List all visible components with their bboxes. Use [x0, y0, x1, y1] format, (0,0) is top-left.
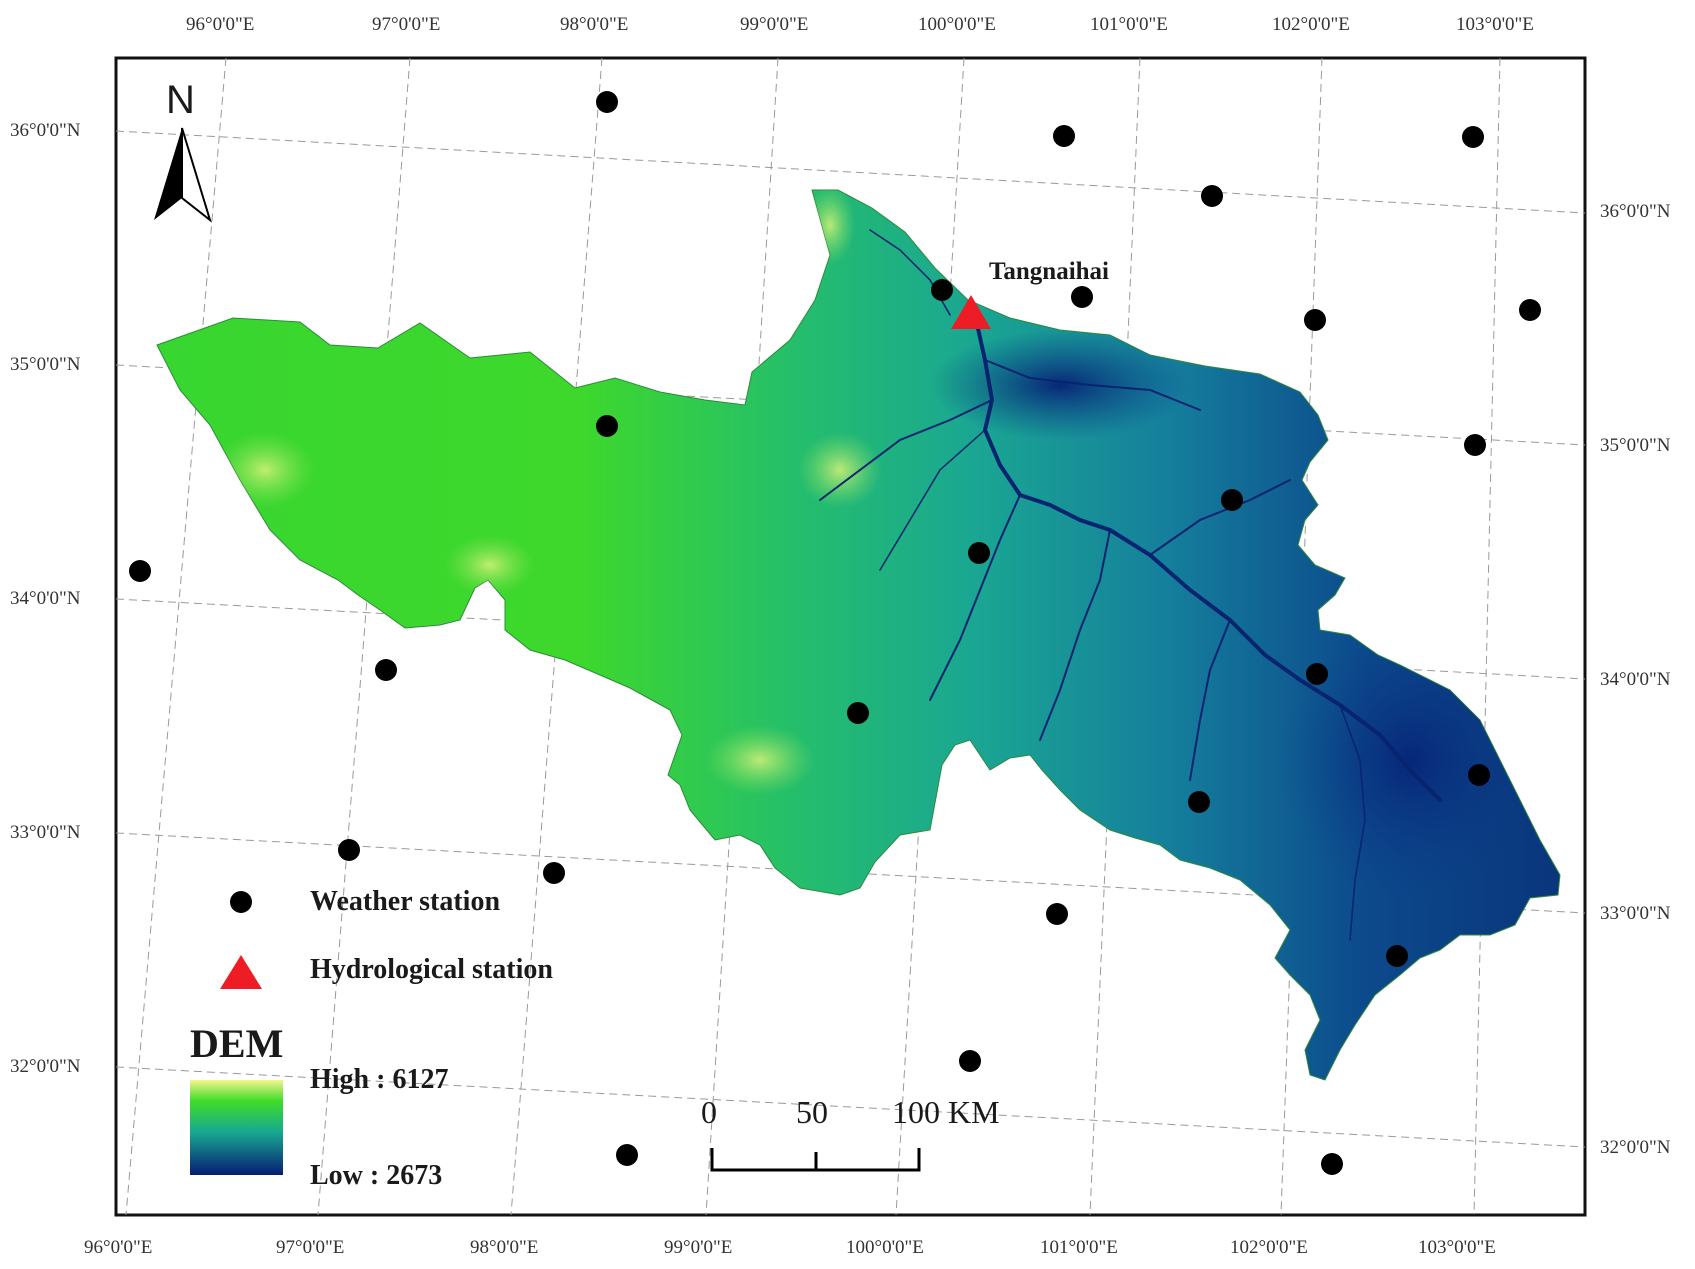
dem-title: DEM [190, 1021, 284, 1066]
parallel-36 [115, 130, 1586, 214]
river-tributary-8 [879, 429, 986, 571]
weather-station [1046, 903, 1068, 925]
bottom-lon-label: 99°0'0"E [664, 1237, 733, 1258]
scale-label-100: 100 KM [892, 1094, 1000, 1130]
weather-station [1053, 125, 1075, 147]
weather-station [847, 702, 869, 724]
left-lat-label: 36°0'0"N [10, 120, 81, 141]
weather-station [543, 862, 565, 884]
weather-station [1188, 791, 1210, 813]
weather-stations [129, 91, 1541, 1175]
station-label-tangnaihai: Tangnaihai [989, 258, 1109, 285]
top-lon-label: 100°0'0"E [918, 14, 996, 35]
bottom-lon-label: 97°0'0"E [276, 1237, 345, 1258]
weather-station [1304, 309, 1326, 331]
weather-station [1462, 126, 1484, 148]
weather-station [1201, 185, 1223, 207]
weather-station [968, 542, 990, 564]
bottom-lon-label: 100°0'0"E [846, 1237, 924, 1258]
dem-basin [156, 189, 1561, 1081]
legend-weather-symbol [230, 891, 252, 913]
weather-station [596, 415, 618, 437]
weather-station [1386, 945, 1408, 967]
basin-shape [156, 189, 1561, 1081]
river-tributary-7 [1339, 704, 1366, 941]
weather-station [1519, 299, 1541, 321]
parallel-32 [115, 1066, 1586, 1148]
bottom-lon-label: 103°0'0"E [1418, 1237, 1496, 1258]
weather-station [1468, 764, 1490, 786]
dem-high-label: High : 6127 [310, 1064, 449, 1095]
dem-color-ramp [190, 1080, 283, 1175]
weather-station [1321, 1153, 1343, 1175]
top-lon-label: 96°0'0"E [186, 14, 255, 35]
low-elevation-zone-ne [930, 330, 1190, 440]
legend-hydro-label: Hydrological station [310, 954, 553, 985]
hydrological-station-tangnaihai [951, 295, 991, 329]
main-river [973, 313, 1442, 802]
top-lon-label: 99°0'0"E [740, 14, 809, 35]
high-elevation-patch-4 [705, 725, 815, 795]
top-lon-label: 103°0'0"E [1456, 14, 1534, 35]
river-tributary-2 [819, 399, 993, 501]
bottom-lon-label: 96°0'0"E [84, 1237, 153, 1258]
meridian-98 [510, 57, 603, 1216]
north-arrow-label: N [166, 78, 195, 122]
weather-station [1221, 489, 1243, 511]
right-lat-label: 33°0'0"N [1600, 903, 1671, 924]
top-lon-label: 102°0'0"E [1272, 14, 1350, 35]
top-lon-label: 101°0'0"E [1090, 14, 1168, 35]
weather-station [1071, 286, 1093, 308]
meridian-96 [125, 57, 227, 1216]
river-tributary-1 [984, 359, 1201, 411]
river-tributary-5 [1189, 619, 1231, 781]
north-arrow-icon [154, 127, 212, 223]
bottom-lon-label: 101°0'0"E [1040, 1237, 1118, 1258]
weather-station [129, 560, 151, 582]
right-lat-label: 35°0'0"N [1600, 435, 1671, 456]
weather-station [375, 659, 397, 681]
scale-label-50: 50 [796, 1094, 828, 1130]
river-tributary-4 [1039, 529, 1111, 741]
river-tributary-6 [1149, 479, 1291, 556]
left-lat-label: 35°0'0"N [10, 354, 81, 375]
high-elevation-patch-3 [445, 535, 535, 595]
right-lat-label: 32°0'0"N [1600, 1137, 1671, 1158]
legend-hydro-symbol [220, 955, 262, 989]
left-lat-label: 34°0'0"N [10, 588, 81, 609]
bottom-lon-label: 102°0'0"E [1230, 1237, 1308, 1258]
weather-station [931, 279, 953, 301]
river-network [819, 229, 1442, 941]
weather-station [616, 1144, 638, 1166]
left-lat-label: 33°0'0"N [10, 822, 81, 843]
right-lat-label: 36°0'0"N [1600, 201, 1671, 222]
top-lon-label: 98°0'0"E [560, 14, 629, 35]
bottom-lon-label: 98°0'0"E [470, 1237, 539, 1258]
meridian-103 [1473, 57, 1501, 1216]
high-elevation-patch-1 [798, 432, 882, 508]
meridian-97 [317, 57, 411, 1216]
weather-station [959, 1050, 981, 1072]
dem-low-label: Low : 2673 [310, 1160, 443, 1191]
scale-label-0: 0 [701, 1094, 717, 1130]
weather-station [338, 839, 360, 861]
weather-station [1464, 434, 1486, 456]
left-lat-label: 32°0'0"N [10, 1056, 81, 1077]
legend-weather-label: Weather station [310, 886, 501, 917]
right-lat-label: 34°0'0"N [1600, 669, 1671, 690]
scale-bar [710, 1148, 921, 1172]
weather-station [596, 91, 618, 113]
river-tributary-3 [929, 494, 1021, 701]
top-lon-label: 97°0'0"E [372, 14, 441, 35]
weather-station [1306, 663, 1328, 685]
